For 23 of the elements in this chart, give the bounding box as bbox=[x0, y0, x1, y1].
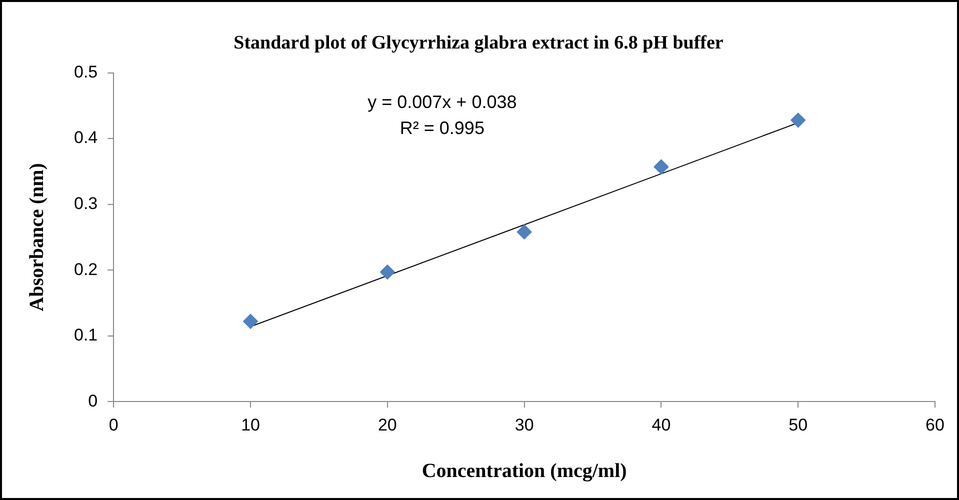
y-tick-label: 0.2 bbox=[74, 260, 98, 279]
y-tick-label: 0.5 bbox=[74, 62, 98, 82]
y-tick-label: 0 bbox=[88, 391, 98, 410]
x-tick-label: 50 bbox=[788, 415, 808, 434]
y-tick-label: 0.1 bbox=[74, 326, 98, 345]
point bbox=[654, 159, 669, 174]
x-tick-label: 0 bbox=[108, 415, 118, 434]
x-tick-label: 10 bbox=[241, 415, 260, 434]
point bbox=[380, 264, 395, 280]
y-axis-title: Absorbance (nm) bbox=[26, 163, 48, 312]
x-tick-label: 60 bbox=[926, 415, 944, 434]
x-tick-label: 40 bbox=[652, 415, 671, 434]
annotation: y = 0.007x + 0.038 bbox=[368, 92, 517, 112]
x-tick-label: 30 bbox=[514, 415, 534, 434]
x-tick-label: 20 bbox=[378, 415, 397, 434]
chart-title: Standard plot of Glycyrrhiza glabra extract in 6.8 pH buffer bbox=[234, 32, 724, 54]
x-axis-title: Concentration (mcg/ml) bbox=[422, 460, 627, 482]
annotation: R² = 0.995 bbox=[400, 118, 484, 138]
point bbox=[516, 224, 532, 240]
y-tick-label: 0.3 bbox=[74, 194, 98, 214]
point bbox=[243, 314, 258, 329]
y-tick-label: 0.4 bbox=[74, 128, 98, 148]
point bbox=[790, 112, 806, 128]
